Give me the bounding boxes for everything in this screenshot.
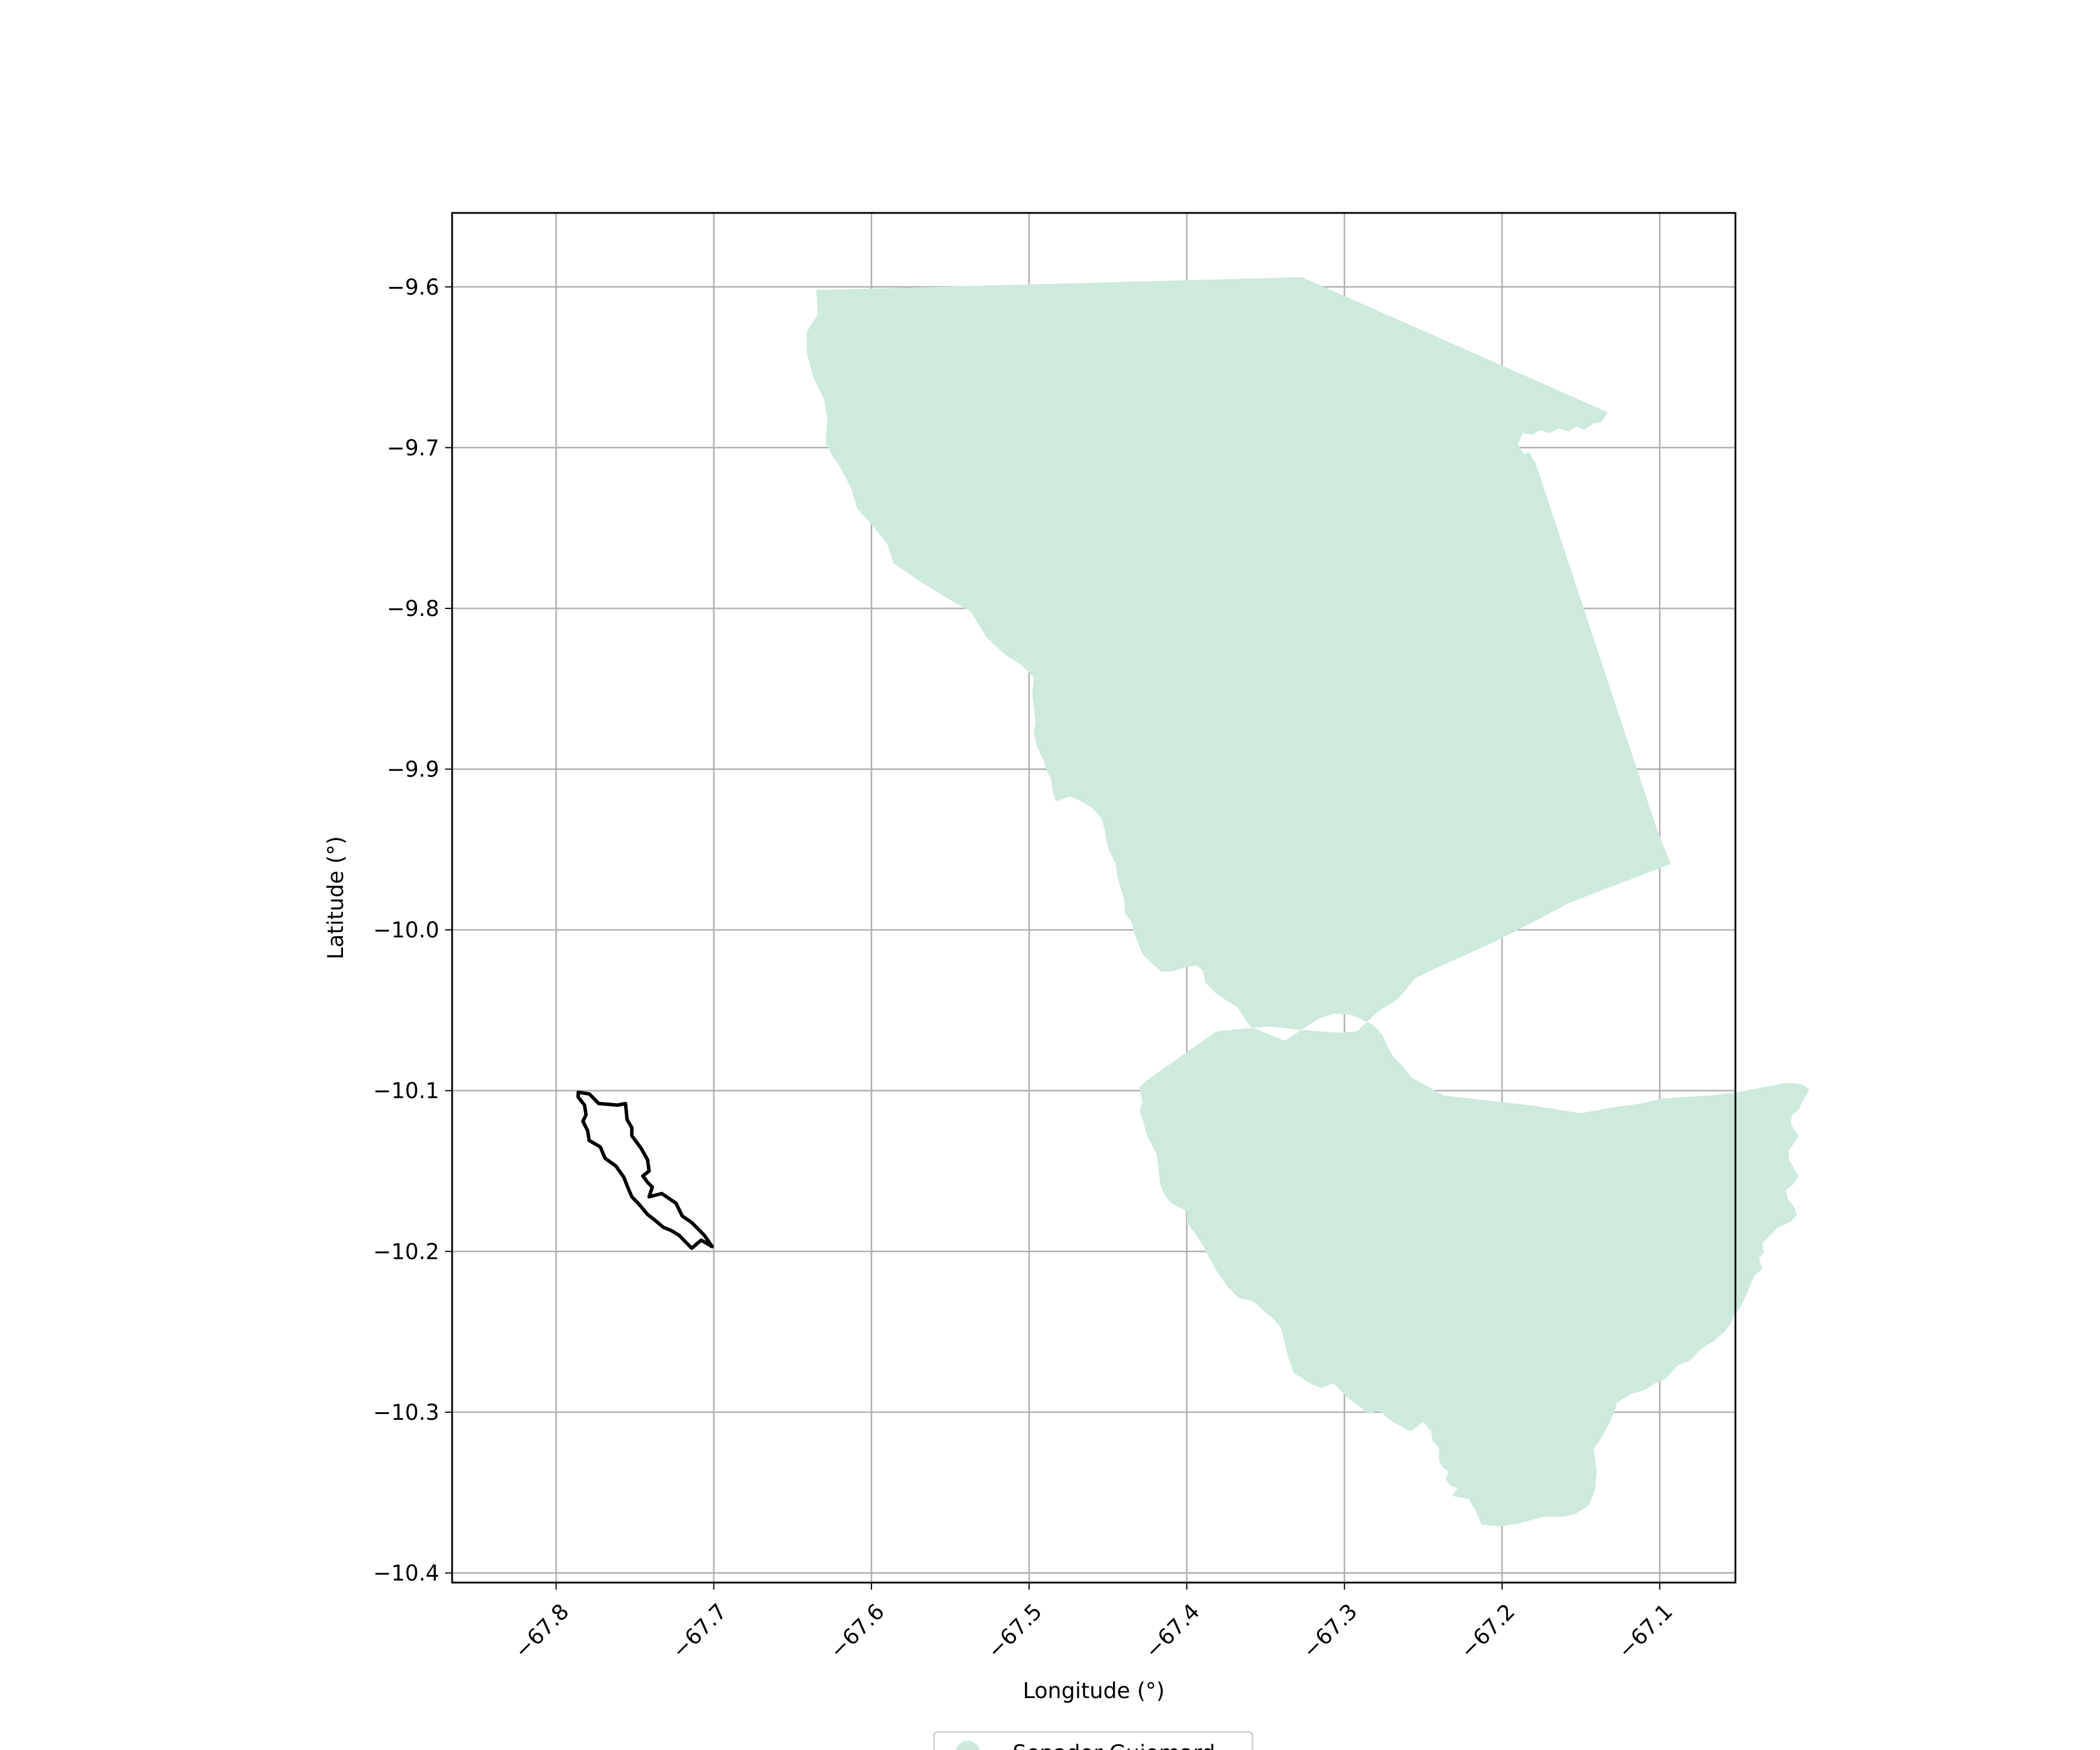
x-tick-label: −67.5 [982,1599,1047,1664]
legend-label: Senador Guiomard [1013,1741,1215,1750]
x-tick-label: −67.6 [825,1599,890,1664]
y-tick-label: −9.7 [387,435,439,460]
plot-frame [451,212,1737,1584]
y-tick-label: −10.4 [373,1560,439,1586]
y-tick-label: −10.2 [373,1239,439,1264]
y-tick-label: −10.0 [373,918,439,943]
x-axis-label: Longitude (°) [1023,1678,1164,1703]
y-axis: −9.6 −9.7 −9.8 −9.9 −10.0 −10.1 −10.2 −10.3 −10.… [373,275,452,1586]
y-tick-label: −10.3 [373,1400,439,1425]
y-tick-label: −9.9 [387,757,439,782]
legend: Senador Guiomard [933,1731,1254,1750]
x-tick-label: −67.8 [509,1599,574,1664]
legend-marker [956,1741,980,1750]
region-outline [576,1090,714,1250]
x-tick-label: −67.7 [667,1599,732,1664]
x-axis: −67.8 −67.7 −67.6 −67.5 −67.4 −67.3 −67.2 −67.1 [509,1583,1678,1664]
region-senador-guiomard [807,277,1810,1527]
y-tick-label: −9.6 [387,275,439,300]
x-tick-label: −67.1 [1613,1599,1678,1664]
x-tick-label: −67.2 [1455,1599,1520,1664]
x-tick-label: −67.3 [1298,1599,1363,1664]
y-tick-label: −10.1 [373,1079,439,1104]
y-axis-label: Latitude (°) [323,836,348,959]
x-tick-label: −67.4 [1140,1599,1205,1664]
y-tick-label: −9.8 [387,596,439,621]
legend-box [933,1731,1254,1750]
